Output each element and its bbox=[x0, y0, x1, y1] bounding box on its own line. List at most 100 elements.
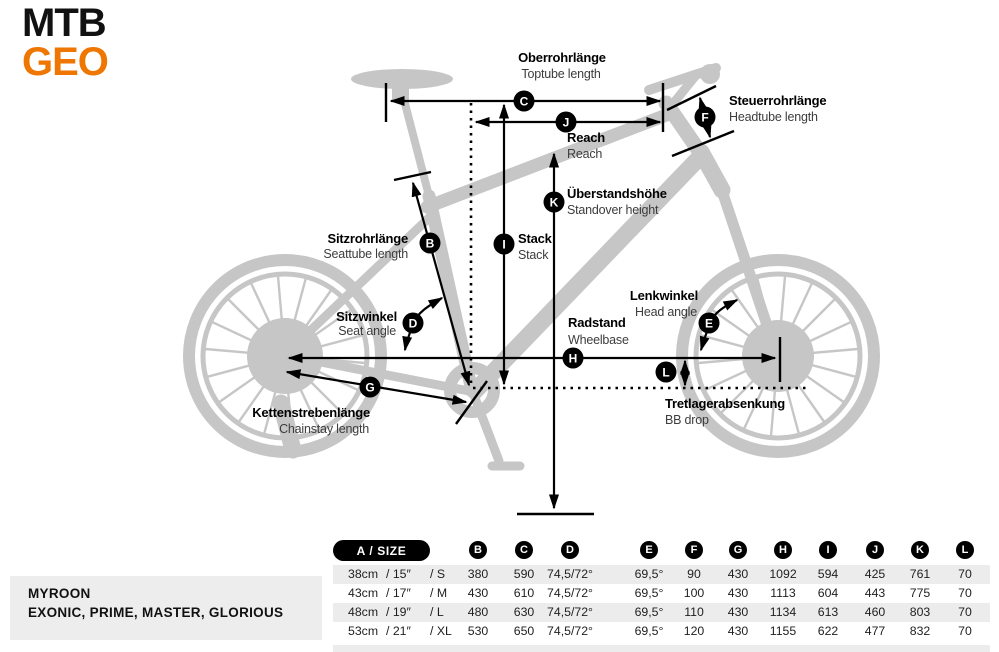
label-wheelbase-de: Radstand bbox=[568, 315, 626, 330]
label-reach-en: Reach bbox=[567, 147, 602, 161]
table-cell: 69,5° bbox=[634, 624, 664, 638]
table-row: 48cm / 19″ / L 480 630 74,5/72° 69,5° 110 430 113… bbox=[333, 603, 990, 622]
badge-H bbox=[562, 347, 584, 369]
table-cell: 70 bbox=[958, 624, 972, 638]
size-part: / M bbox=[430, 586, 448, 600]
table-cell: 1134 bbox=[769, 605, 797, 619]
table-cell: 74,5/72° bbox=[547, 567, 593, 581]
frame bbox=[285, 63, 782, 471]
brand-logo: MTB GEO bbox=[22, 1, 109, 82]
size-part: / XL bbox=[430, 624, 452, 638]
table-cell: 430 bbox=[467, 586, 489, 600]
label-stack-de: Stack bbox=[518, 231, 553, 246]
label-chainstay-en: Chainstay length bbox=[279, 422, 369, 436]
size-part: / L bbox=[430, 605, 444, 619]
table-cell: 1155 bbox=[769, 624, 797, 638]
label-reach-de: Reach bbox=[567, 130, 605, 145]
badge-I bbox=[493, 233, 515, 255]
logo-line-mtb: MTB bbox=[22, 1, 107, 45]
label-seattube-en: Seattube length bbox=[323, 247, 408, 261]
table-cell: 832 bbox=[909, 624, 931, 638]
model-box: MYROON EXONIC, PRIME, MASTER, GLORIOUS bbox=[10, 576, 322, 640]
table-cell: 430 bbox=[727, 605, 749, 619]
badge-E bbox=[698, 312, 720, 334]
table-cell: 430 bbox=[727, 624, 749, 638]
dim-toptube: C Oberrohrlänge Toptube length bbox=[384, 50, 665, 132]
label-headtube-en: Headtube length bbox=[729, 110, 818, 124]
column-badge-H: H bbox=[774, 541, 792, 559]
size-part: 43cm bbox=[348, 586, 379, 600]
badge-K-letter: K bbox=[550, 195, 559, 209]
table-cell: 1092 bbox=[769, 567, 797, 581]
badge-D-letter: D bbox=[409, 316, 418, 330]
label-bb-drop-en: BB drop bbox=[665, 413, 709, 427]
badge-F bbox=[694, 106, 716, 128]
badge-C-letter: C bbox=[520, 94, 529, 108]
table-cell: 480 bbox=[467, 605, 489, 619]
label-headtube-de: Steuerrohrlänge bbox=[729, 93, 826, 108]
label-chainstay-de: Kettenstrebenlänge bbox=[252, 405, 370, 420]
dim-seattube: B Sitzrohrlänge Seattube length bbox=[323, 170, 471, 387]
table-bottom-strip bbox=[333, 645, 990, 652]
table-cell: 775 bbox=[909, 586, 931, 600]
label-standover-en: Standover height bbox=[567, 203, 659, 217]
table-row: 38cm / 15″ / S 380 590 74,5/72° 69,5° 90 430 1092… bbox=[333, 565, 990, 584]
table-cell: 70 bbox=[958, 605, 972, 619]
table-row: 43cm / 17″ / M 430 610 74,5/72° 69,5° 100 430 111… bbox=[333, 584, 990, 603]
badge-C bbox=[513, 90, 535, 112]
size-cell: 48cm / 19″ / L bbox=[348, 603, 444, 622]
table-cell: 69,5° bbox=[634, 567, 664, 581]
model-trims: EXONIC, PRIME, MASTER, GLORIOUS bbox=[28, 605, 284, 620]
label-wheelbase-en: Wheelbase bbox=[568, 333, 629, 347]
column-badge-C: C bbox=[515, 541, 533, 559]
table-cell: 120 bbox=[683, 624, 705, 638]
size-part: / 21″ bbox=[386, 624, 411, 638]
size-part: / 19″ bbox=[386, 605, 411, 619]
table-cell: 650 bbox=[513, 624, 535, 638]
seatstay-tube bbox=[285, 210, 437, 355]
table-cell: 70 bbox=[958, 567, 972, 581]
table-cell: 69,5° bbox=[634, 605, 664, 619]
table-cell: 594 bbox=[817, 567, 839, 581]
badge-E-letter: E bbox=[705, 316, 713, 330]
table-cell: 590 bbox=[513, 567, 535, 581]
size-cell: 43cm / 17″ / M bbox=[348, 584, 447, 603]
table-cell: 1113 bbox=[770, 586, 796, 600]
badge-I-letter: I bbox=[502, 237, 505, 251]
table-cell: 70 bbox=[958, 586, 972, 600]
badge-L bbox=[655, 361, 677, 383]
label-standover-de: Überstandshöhe bbox=[567, 186, 667, 201]
down-tube bbox=[466, 149, 708, 400]
dim-seat-angle: D Sitzwinkel Seat angle bbox=[336, 297, 444, 352]
column-badge-L: L bbox=[956, 541, 974, 559]
saddle bbox=[351, 69, 453, 89]
saddle-clamp bbox=[392, 84, 409, 100]
table-cell: 604 bbox=[817, 586, 839, 600]
label-seattube-de: Sitzrohrlänge bbox=[328, 231, 408, 246]
label-seat-angle-en: Seat angle bbox=[338, 324, 396, 338]
table-cell: 74,5/72° bbox=[547, 586, 593, 600]
table-cell: 803 bbox=[909, 605, 931, 619]
table-cell: 622 bbox=[817, 624, 839, 638]
seat-tube bbox=[422, 189, 479, 398]
grip bbox=[700, 64, 720, 84]
table-cell: 430 bbox=[727, 586, 749, 600]
size-header-pill: A / SIZE bbox=[333, 540, 430, 561]
table-cell: 630 bbox=[513, 605, 535, 619]
size-part: 48cm bbox=[348, 605, 379, 619]
badge-L-letter: L bbox=[662, 365, 669, 379]
crank-arm bbox=[467, 385, 504, 466]
dim-bb-drop: L Tretlagerabsenkung BB drop bbox=[473, 359, 806, 427]
dim-headtube: F Steuerrohrlänge Headtube length bbox=[666, 84, 827, 158]
badge-B bbox=[419, 232, 441, 254]
dim-head-angle: E Lenkwinkel Head angle bbox=[630, 288, 739, 352]
size-cell: 38cm / 15″ / S bbox=[348, 565, 445, 584]
table-cell: 530 bbox=[467, 624, 489, 638]
seatpost bbox=[399, 92, 433, 200]
size-part: 53cm bbox=[348, 624, 379, 638]
badge-F-letter: F bbox=[701, 110, 708, 124]
column-badge-B: B bbox=[469, 541, 487, 559]
column-badge-F: F bbox=[685, 541, 703, 559]
badge-G-letter: G bbox=[365, 380, 374, 394]
